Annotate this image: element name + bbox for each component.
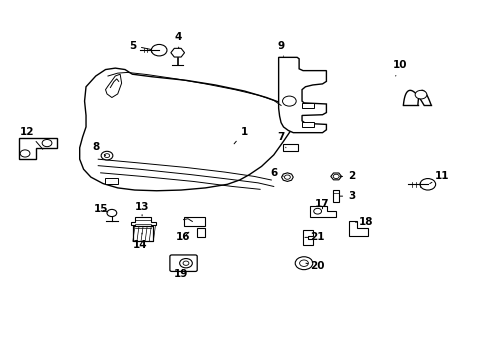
- Bar: [104, 178, 118, 184]
- Polygon shape: [278, 57, 326, 133]
- Text: 11: 11: [429, 171, 448, 184]
- Bar: [332, 190, 338, 202]
- Text: 5: 5: [128, 41, 151, 50]
- Circle shape: [104, 154, 109, 158]
- Polygon shape: [348, 221, 367, 235]
- Circle shape: [179, 258, 192, 268]
- Circle shape: [101, 151, 113, 160]
- Circle shape: [20, 150, 30, 157]
- Circle shape: [183, 261, 188, 265]
- Text: 12: 12: [20, 127, 42, 149]
- Text: 2: 2: [339, 171, 355, 181]
- Circle shape: [284, 175, 290, 179]
- Text: 20: 20: [305, 261, 324, 271]
- Polygon shape: [303, 230, 312, 245]
- Bar: [133, 226, 153, 241]
- FancyBboxPatch shape: [169, 255, 197, 271]
- Circle shape: [107, 210, 117, 217]
- Text: 7: 7: [277, 132, 285, 148]
- Polygon shape: [80, 68, 292, 191]
- Polygon shape: [403, 90, 430, 105]
- Bar: [183, 217, 205, 226]
- Polygon shape: [281, 173, 293, 181]
- Circle shape: [295, 257, 312, 270]
- Circle shape: [151, 44, 166, 56]
- Text: 10: 10: [392, 60, 407, 76]
- Circle shape: [332, 174, 338, 179]
- Text: 16: 16: [176, 232, 190, 242]
- Bar: [302, 122, 314, 127]
- Text: 13: 13: [135, 202, 149, 216]
- Polygon shape: [19, 138, 57, 159]
- Text: 17: 17: [315, 199, 329, 210]
- Text: 3: 3: [339, 191, 355, 201]
- Polygon shape: [130, 217, 155, 230]
- Text: 4: 4: [175, 32, 182, 48]
- Text: 15: 15: [93, 204, 108, 215]
- Circle shape: [313, 208, 321, 214]
- Polygon shape: [330, 173, 341, 180]
- Bar: [133, 226, 153, 241]
- Circle shape: [419, 179, 435, 190]
- Bar: [302, 103, 314, 108]
- Circle shape: [414, 90, 426, 99]
- Polygon shape: [170, 48, 184, 57]
- Text: 9: 9: [277, 41, 284, 56]
- Text: 14: 14: [132, 233, 147, 249]
- Circle shape: [299, 260, 308, 266]
- Text: 18: 18: [355, 217, 373, 227]
- Polygon shape: [282, 144, 298, 150]
- Text: 19: 19: [174, 269, 188, 279]
- Polygon shape: [310, 206, 335, 217]
- Polygon shape: [105, 74, 122, 98]
- Text: 21: 21: [305, 232, 324, 242]
- Text: 8: 8: [92, 142, 105, 156]
- Text: 6: 6: [269, 168, 283, 178]
- Circle shape: [282, 96, 296, 106]
- Text: 1: 1: [234, 127, 247, 144]
- Bar: [196, 228, 205, 237]
- Circle shape: [42, 139, 52, 147]
